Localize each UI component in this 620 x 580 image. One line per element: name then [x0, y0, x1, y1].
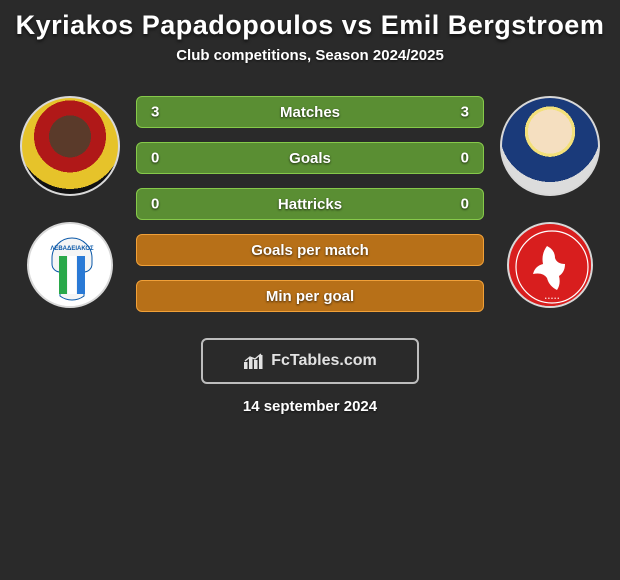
main-row: ΛΕΒΑΔΕΙΑΚΟΣ 3 Matches 3 0 Goals 0 0 Ha: [0, 84, 620, 312]
stat-label: Goals: [289, 150, 331, 167]
stat-bar-goals-per-match: Goals per match: [136, 234, 484, 266]
stat-label: Hattricks: [278, 196, 342, 213]
stat-bar-min-per-goal: Min per goal: [136, 280, 484, 312]
stat-right-value: 0: [461, 150, 469, 167]
stat-right-value: 0: [461, 196, 469, 213]
left-club-text: ΛΕΒΑΔΕΙΑΚΟΣ: [50, 246, 94, 252]
left-player-column: ΛΕΒΑΔΕΙΑΚΟΣ: [10, 84, 130, 308]
page-title: Kyriakos Papadopoulos vs Emil Bergstroem: [0, 0, 620, 47]
left-player-avatar: [20, 96, 120, 196]
stat-left-value: 3: [151, 104, 159, 121]
subtitle: Club competitions, Season 2024/2025: [0, 47, 620, 84]
watermark-box: FcTables.com: [201, 338, 419, 384]
stat-label: Goals per match: [251, 242, 369, 259]
left-club-badge: ΛΕΒΑΔΕΙΑΚΟΣ: [27, 222, 113, 308]
stat-bar-matches: 3 Matches 3: [136, 96, 484, 128]
watermark-text: FcTables.com: [271, 352, 377, 370]
comparison-card: Kyriakos Papadopoulos vs Emil Bergstroem…: [0, 0, 620, 415]
stat-label: Min per goal: [266, 288, 354, 305]
right-player-avatar: [500, 96, 600, 196]
stat-bar-hattricks: 0 Hattricks 0: [136, 188, 484, 220]
date-line: 14 september 2024: [0, 398, 620, 415]
stat-label: Matches: [280, 104, 340, 121]
right-club-badge: • • • • •: [507, 222, 593, 308]
stat-left-value: 0: [151, 150, 159, 167]
stat-bar-goals: 0 Goals 0: [136, 142, 484, 174]
stat-right-value: 3: [461, 104, 469, 121]
right-club-ring-text: • • • • •: [545, 296, 560, 302]
stat-left-value: 0: [151, 196, 159, 213]
bar-chart-icon: [243, 352, 265, 370]
right-player-column: • • • • •: [490, 84, 610, 308]
stats-column: 3 Matches 3 0 Goals 0 0 Hattricks 0 Goal…: [130, 84, 490, 312]
